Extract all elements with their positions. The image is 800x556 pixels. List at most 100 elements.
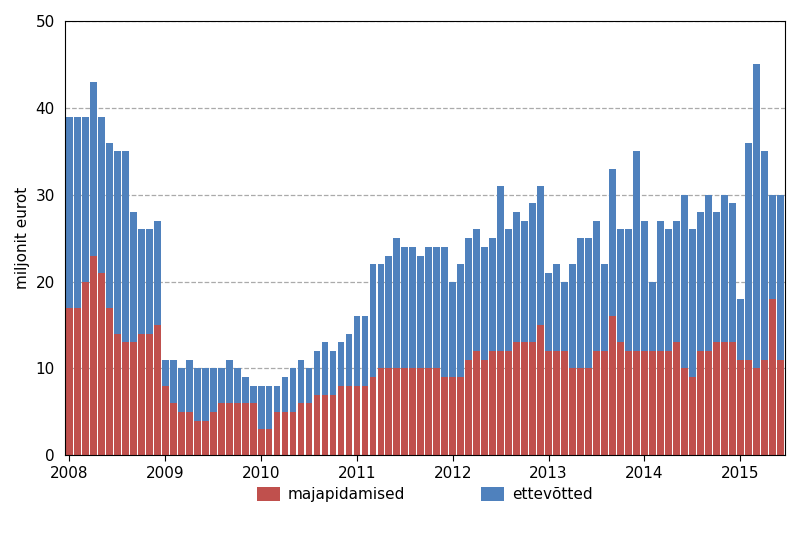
Bar <box>330 351 336 395</box>
Bar <box>122 342 129 455</box>
Bar <box>170 403 177 455</box>
Bar <box>490 351 496 455</box>
Bar <box>665 351 672 455</box>
Bar <box>210 369 217 412</box>
Bar <box>538 186 544 325</box>
Bar <box>665 230 672 351</box>
Bar <box>362 316 368 386</box>
Bar <box>641 221 648 351</box>
Bar <box>138 334 145 455</box>
Bar <box>522 221 528 342</box>
Bar <box>410 369 416 455</box>
Bar <box>673 221 680 342</box>
Bar <box>466 360 472 455</box>
Bar <box>106 143 113 307</box>
Bar <box>162 360 169 386</box>
Bar <box>546 273 552 351</box>
Bar <box>274 412 281 455</box>
Bar <box>194 369 201 420</box>
Bar <box>609 316 616 455</box>
Bar <box>721 342 728 455</box>
Bar <box>498 186 504 351</box>
Bar <box>657 221 664 351</box>
Bar <box>74 307 81 455</box>
Bar <box>282 377 289 412</box>
Bar <box>122 151 129 342</box>
Bar <box>617 342 624 455</box>
Bar <box>458 377 464 455</box>
Bar <box>585 369 592 455</box>
Bar <box>146 334 153 455</box>
Bar <box>386 369 392 455</box>
Bar <box>530 203 536 342</box>
Bar <box>306 369 313 403</box>
Bar <box>130 342 137 455</box>
Bar <box>721 195 728 342</box>
Bar <box>90 256 97 455</box>
Bar <box>554 351 560 455</box>
Bar <box>354 316 360 386</box>
Bar <box>82 281 89 455</box>
Bar <box>689 377 696 455</box>
Bar <box>514 212 520 342</box>
Bar <box>410 247 416 369</box>
Bar <box>154 221 161 325</box>
Bar <box>90 82 97 256</box>
Bar <box>498 351 504 455</box>
Bar <box>378 264 384 369</box>
Bar <box>154 325 161 455</box>
Bar <box>170 360 177 403</box>
Bar <box>697 212 704 351</box>
Bar <box>713 342 720 455</box>
Bar <box>370 377 376 455</box>
Bar <box>106 307 113 455</box>
Bar <box>114 151 121 334</box>
Bar <box>314 351 321 395</box>
Bar <box>98 117 105 273</box>
Bar <box>554 264 560 351</box>
Bar <box>737 299 744 360</box>
Bar <box>569 264 576 369</box>
Bar <box>402 369 408 455</box>
Bar <box>482 247 488 360</box>
Bar <box>234 403 241 455</box>
Bar <box>274 386 281 412</box>
Bar <box>130 212 137 342</box>
Bar <box>474 230 480 351</box>
Bar <box>561 281 568 351</box>
Bar <box>530 342 536 455</box>
Bar <box>641 351 648 455</box>
Bar <box>98 273 105 455</box>
Bar <box>593 221 600 351</box>
Bar <box>306 403 313 455</box>
Bar <box>266 386 273 429</box>
Bar <box>346 334 352 386</box>
Bar <box>546 351 552 455</box>
Bar <box>290 412 297 455</box>
Bar <box>114 334 121 455</box>
Bar <box>250 386 257 403</box>
Bar <box>338 386 344 455</box>
Bar <box>761 151 768 360</box>
Bar <box>506 230 512 351</box>
Bar <box>474 351 480 455</box>
Bar <box>378 369 384 455</box>
Bar <box>178 369 185 412</box>
Bar <box>601 264 608 351</box>
Bar <box>705 351 712 455</box>
Bar <box>681 369 688 455</box>
Bar <box>649 351 656 455</box>
Bar <box>761 360 768 455</box>
Bar <box>506 351 512 455</box>
Bar <box>434 247 440 369</box>
Bar <box>442 377 448 455</box>
Bar <box>226 360 233 403</box>
Bar <box>737 360 744 455</box>
Bar <box>522 342 528 455</box>
Bar <box>322 342 328 395</box>
Bar <box>753 369 760 455</box>
Bar <box>162 386 169 455</box>
Bar <box>290 369 297 412</box>
Bar <box>210 412 217 455</box>
Bar <box>705 195 712 351</box>
